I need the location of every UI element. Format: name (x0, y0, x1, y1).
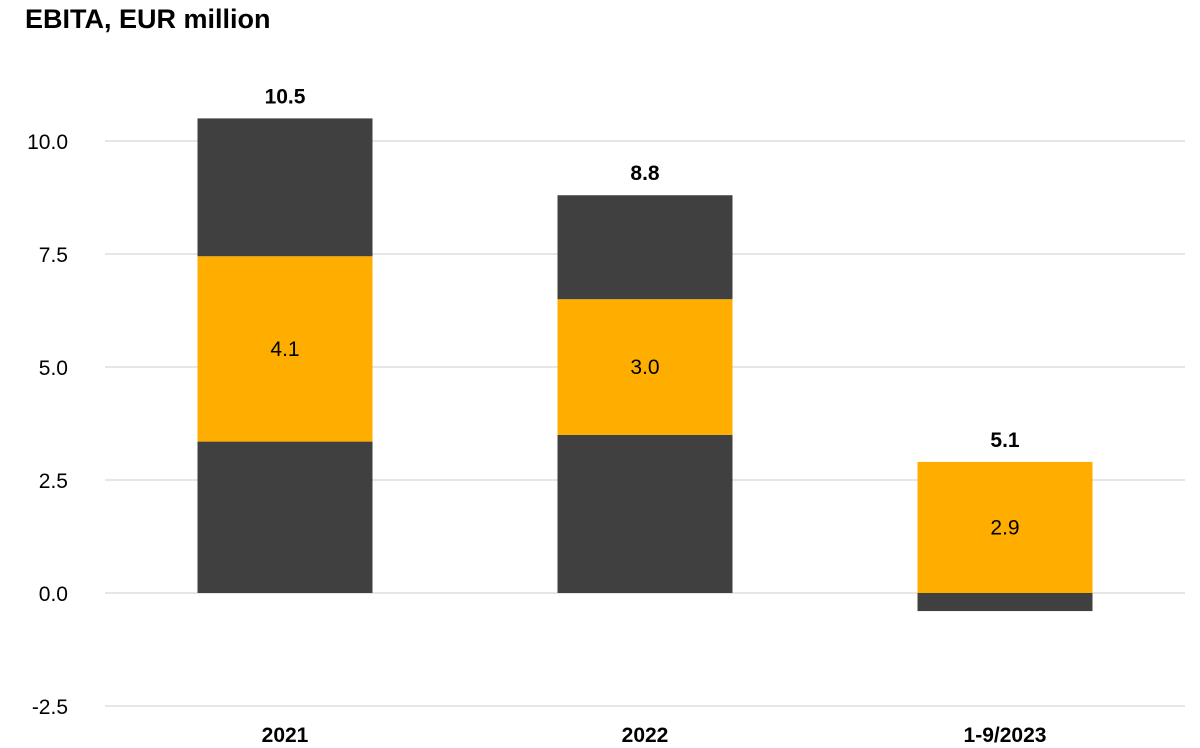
y-tick-label: 7.5 (39, 244, 68, 267)
bar-segment (197, 441, 373, 593)
total-value-label: 5.1 (990, 429, 1020, 452)
data-labels: 4.1 10.5 3.0 8.8 2.9 5.1 (265, 85, 1020, 539)
bar-segment (557, 299, 733, 435)
segment-value-label: 2.9 (990, 516, 1019, 539)
bar-segment (197, 118, 373, 257)
y-tick-label: 2.5 (39, 470, 68, 493)
total-value-label: 10.5 (265, 85, 306, 108)
segment-value-label: 4.1 (270, 338, 299, 361)
bar-segment (197, 256, 373, 442)
y-tick-label: 0.0 (39, 583, 68, 606)
bars (197, 118, 1093, 612)
chart-title: EBITA, EUR million (25, 4, 271, 34)
bar-segment (557, 434, 733, 593)
y-tick-label: 10.0 (27, 131, 68, 154)
segment-value-label: 3.0 (630, 356, 659, 379)
x-category-label: 2022 (622, 724, 669, 747)
bar-segment (917, 461, 1093, 593)
bar-segment (917, 593, 1093, 612)
x-axis-categories: 2021 2022 1-9/2023 (262, 724, 1047, 747)
y-axis-ticks: -2.5 0.0 2.5 5.0 7.5 10.0 (27, 131, 68, 719)
x-category-label: 1-9/2023 (964, 724, 1047, 747)
y-tick-label: -2.5 (32, 696, 68, 719)
x-category-label: 2021 (262, 724, 309, 747)
total-value-label: 8.8 (630, 162, 660, 185)
bar-segment (557, 195, 733, 300)
y-tick-label: 5.0 (39, 357, 68, 380)
